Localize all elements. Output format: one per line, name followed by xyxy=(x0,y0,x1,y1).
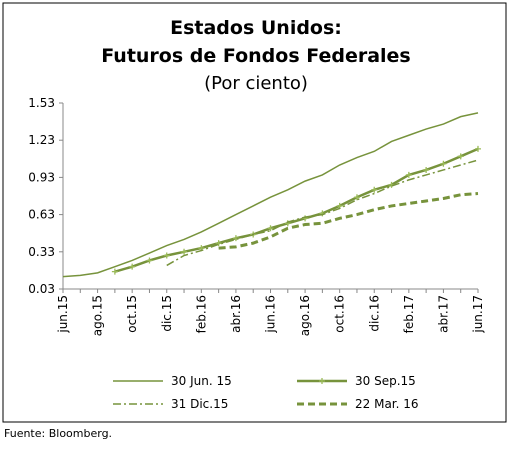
x-tick-label: jun.15 xyxy=(56,295,70,334)
chart-title: Estados Unidos: xyxy=(170,17,342,39)
marker xyxy=(440,160,447,167)
x-tick-label: oct.16 xyxy=(333,295,347,333)
x-tick-label: jun.17 xyxy=(471,295,485,334)
source: Fuente: Bloomberg. xyxy=(4,427,112,440)
y-tick-label: 0.33 xyxy=(28,245,55,259)
series-line xyxy=(114,147,479,273)
marker xyxy=(146,257,153,264)
x-tick-label: jun.16 xyxy=(264,295,278,334)
legend-label: 30 Sep.15 xyxy=(355,374,416,388)
marker xyxy=(181,248,188,255)
y-tick-label: 0.93 xyxy=(28,170,55,184)
marker xyxy=(371,186,378,193)
series-line xyxy=(218,192,479,250)
y-tick-label: 0.63 xyxy=(28,208,55,222)
marker xyxy=(163,252,170,259)
x-tick-label: oct.15 xyxy=(125,295,139,333)
x-tick-label: abr.16 xyxy=(229,295,243,333)
series-line xyxy=(166,159,479,267)
x-tick-label: feb.16 xyxy=(194,295,208,333)
marker xyxy=(405,171,412,178)
legend-label: 22 Mar. 16 xyxy=(355,397,419,411)
marker xyxy=(111,268,118,275)
x-tick-label: ago.15 xyxy=(91,295,105,336)
marker xyxy=(215,240,222,247)
marker xyxy=(267,225,274,232)
legend-label: 31 Dic.15 xyxy=(171,397,228,411)
marker xyxy=(353,194,360,201)
y-tick-label: 1.23 xyxy=(28,133,55,147)
x-tick-label: dic.15 xyxy=(160,295,174,332)
x-tick-label: dic.16 xyxy=(367,295,381,332)
legend-label: 30 Jun. 15 xyxy=(171,374,232,388)
marker xyxy=(129,263,136,270)
legend-marker xyxy=(319,378,325,384)
x-tick-label: feb.17 xyxy=(402,295,416,333)
x-tick-label: abr.17 xyxy=(436,295,450,333)
marker xyxy=(423,166,430,173)
marker xyxy=(475,145,481,152)
marker xyxy=(457,153,464,160)
chart-subtitle: (Por ciento) xyxy=(204,73,308,94)
y-tick-label: 1.53 xyxy=(28,96,55,110)
series-line xyxy=(62,112,479,278)
chart-border xyxy=(2,2,507,423)
x-tick-label: ago.16 xyxy=(298,295,312,336)
y-tick-label: 0.03 xyxy=(28,282,55,296)
chart-title: Futuros de Fondos Federales xyxy=(101,45,410,67)
